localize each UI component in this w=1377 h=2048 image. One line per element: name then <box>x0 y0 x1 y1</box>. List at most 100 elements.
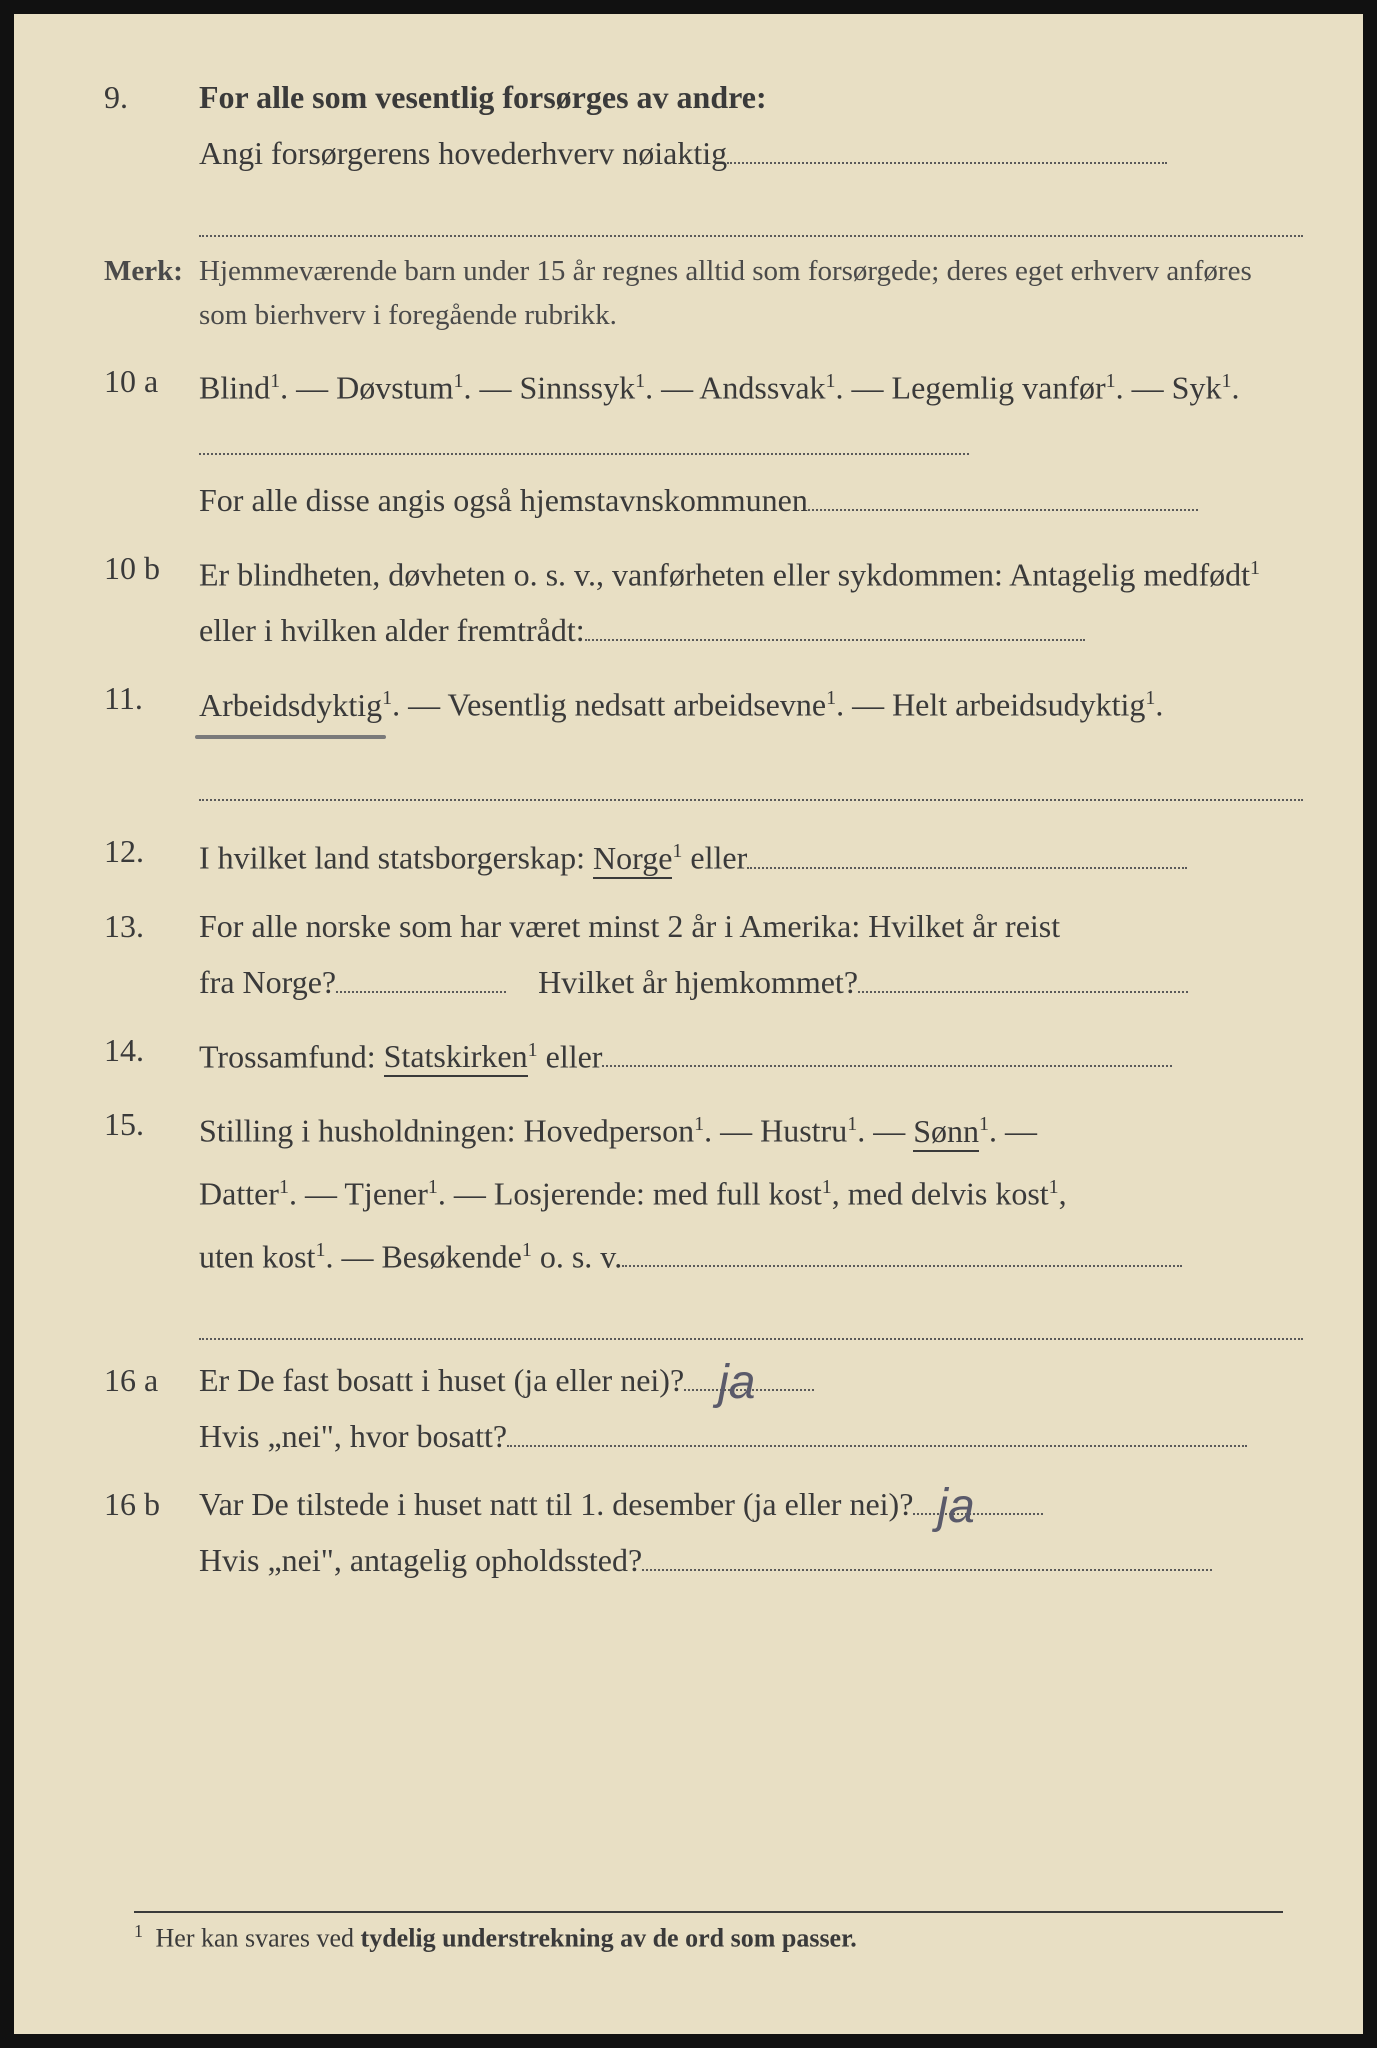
footnote-ref: 1 <box>979 1113 989 1135</box>
sep: . — <box>280 370 336 406</box>
opt-legemlig: Legemlig vanfør <box>892 370 1106 406</box>
question-number: 11. <box>104 670 199 726</box>
fill-line <box>622 1265 1182 1267</box>
sep: . — <box>989 1113 1037 1149</box>
fill-line <box>199 453 969 455</box>
document-page: 9. For alle som vesentlig forsørges av a… <box>0 0 1377 2048</box>
footnote-ref: 1 <box>522 1239 532 1261</box>
q14-text-a: Trossamfund: <box>199 1038 384 1074</box>
footnote: 1 Her kan svares ved tydelig understrekn… <box>134 1911 1283 1954</box>
opt-delvis: med delvis kost <box>848 1176 1049 1212</box>
footnote-ref: 1 <box>694 1113 704 1135</box>
footnote-ref: 1 <box>428 1176 438 1198</box>
opt-datter: Datter <box>199 1176 279 1212</box>
opt-sinnssyk: Sinnssyk <box>519 370 635 406</box>
q16a-q: Er De fast bosatt i huset (ja eller nei)… <box>199 1362 684 1398</box>
question-15: 15. Stilling i husholdningen: Hovedperso… <box>104 1096 1303 1340</box>
footnote-ref: 1 <box>822 1176 832 1198</box>
opt-blind: Blind <box>199 370 270 406</box>
footnote-ref: 1 <box>1221 370 1231 392</box>
footnote-text-b: tydelig understrekning av de ord som pas… <box>361 1924 857 1953</box>
fill-line: ja <box>913 1513 1043 1515</box>
question-16b: 16 b Var De tilstede i huset natt til 1.… <box>104 1476 1303 1588</box>
question-content: Arbeidsdyktig1. — Vesentlig nedsatt arbe… <box>199 670 1303 801</box>
fill-line <box>727 162 1167 164</box>
footnote-ref: 1 <box>270 370 280 392</box>
q10a-line2: For alle disse angis også hjemstavnskomm… <box>199 482 808 518</box>
footnote-ref: 1 <box>1049 1176 1059 1198</box>
q10b-text-a: Er blindheten, døvheten o. s. v., vanfør… <box>199 556 1250 592</box>
question-content: Stilling i husholdningen: Hovedperson1. … <box>199 1096 1303 1340</box>
q15-text-a: Stilling i husholdningen: Hovedperson <box>199 1113 694 1149</box>
opt-statskirken: Statskirken <box>384 1038 528 1077</box>
merk-text: Hjemmeværende barn under 15 år regnes al… <box>199 249 1303 337</box>
answer-16a: ja <box>718 1355 755 1411</box>
question-content: Blind1. — Døvstum1. — Sinnssyk1. — Andss… <box>199 353 1303 528</box>
question-number: 16 b <box>104 1476 199 1532</box>
sep: . — <box>463 370 519 406</box>
q16b-line2: Hvis „nei", antagelig opholdssted? <box>199 1542 642 1578</box>
q9-heading: For alle som vesentlig forsørges av andr… <box>199 79 767 115</box>
footnote-ref: 1 <box>315 1239 325 1261</box>
question-number: 13. <box>104 898 199 954</box>
footnote-ref: 1 <box>1106 370 1116 392</box>
opt-syk: Syk <box>1172 370 1222 406</box>
question-content: I hvilket land statsborgerskap: Norge1 e… <box>199 823 1303 886</box>
fill-line <box>199 751 1303 801</box>
fill-line <box>602 1065 1172 1067</box>
opt-tjener: Tjener <box>344 1176 428 1212</box>
sep: . — <box>392 687 447 723</box>
footnote-ref: 1 <box>382 687 392 709</box>
merk-note: Merk: Hjemmeværende barn under 15 år reg… <box>104 249 1303 337</box>
q13-line2a: fra Norge? <box>199 964 336 1000</box>
footnote-ref: 1 <box>1250 557 1260 579</box>
question-10a: 10 a Blind1. — Døvstum1. — Sinnssyk1. — … <box>104 353 1303 528</box>
opt-andssvak: Andssvak <box>699 370 825 406</box>
fill-line <box>642 1569 1212 1571</box>
fill-line <box>199 1290 1303 1340</box>
question-13: 13. For alle norske som har været minst … <box>104 898 1303 1010</box>
question-number: 9. <box>104 69 199 125</box>
footnote-ref: 1 <box>1145 687 1155 709</box>
opt-bes: Besøkende <box>381 1238 521 1274</box>
footnote-ref: 1 <box>847 1113 857 1135</box>
q13-line1: For alle norske som har været minst 2 år… <box>199 908 1060 944</box>
sep: . — <box>1116 370 1172 406</box>
question-number: 10 a <box>104 353 199 409</box>
footnote-ref: 1 <box>453 370 463 392</box>
sep: . — <box>836 370 892 406</box>
sep: . — <box>857 1113 913 1149</box>
sep: . — <box>289 1176 344 1212</box>
question-number: 16 a <box>104 1352 199 1408</box>
footnote-ref: 1 <box>635 370 645 392</box>
footnote-ref: 1 <box>672 840 682 862</box>
question-number: 10 b <box>104 540 199 596</box>
opt-norge: Norge <box>593 840 672 879</box>
question-content: For alle norske som har været minst 2 år… <box>199 898 1303 1010</box>
question-14: 14. Trossamfund: Statskirken1 eller <box>104 1022 1303 1085</box>
answer-16b: ja <box>937 1479 974 1535</box>
q12-text-a: I hvilket land statsborgerskap: <box>199 840 593 876</box>
opt-text: Arbeidsdyktig <box>199 687 382 723</box>
sep: . — <box>325 1238 381 1274</box>
question-16a: 16 a Er De fast bosatt i huset (ja eller… <box>104 1352 1303 1464</box>
q13-line2b: Hvilket år hjemkommet? <box>538 964 858 1000</box>
fill-line <box>747 867 1187 869</box>
q10b-text-b: eller i hvilken alder fremtrådt: <box>199 612 585 648</box>
sep: . — <box>704 1113 760 1149</box>
q9-line1: Angi forsørgerens hovederhverv nøiaktig <box>199 135 727 171</box>
footnote-ref: 1 <box>528 1039 538 1061</box>
fill-line <box>199 187 1303 237</box>
question-number: 14. <box>104 1022 199 1078</box>
opt-hustru: Hustru <box>760 1113 847 1149</box>
opt-udyktig: Helt arbeidsudyktig <box>892 687 1145 723</box>
fill-line <box>336 991 506 993</box>
opt-losj: Losjerende: med full kost <box>494 1176 822 1212</box>
opt-nedsatt: Vesentlig nedsatt arbeidsevne <box>448 687 827 723</box>
sep: . — <box>836 687 892 723</box>
question-number: 15. <box>104 1096 199 1152</box>
question-content: Er blindheten, døvheten o. s. v., vanfør… <box>199 540 1303 659</box>
question-11: 11. Arbeidsdyktig1. — Vesentlig nedsatt … <box>104 670 1303 801</box>
fill-line <box>507 1445 1247 1447</box>
q14-text-b: eller <box>538 1038 603 1074</box>
